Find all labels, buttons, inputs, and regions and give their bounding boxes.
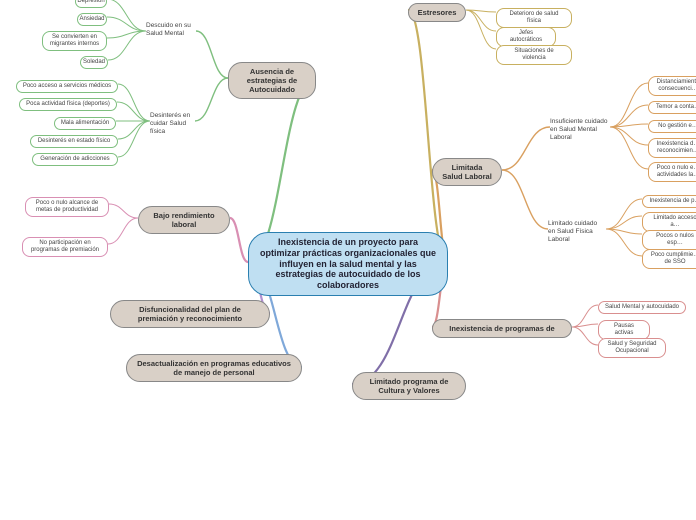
leaf-descuido-3: Soledad <box>80 56 108 69</box>
branch-estresores: Estresores <box>408 3 466 22</box>
leaf-insuf-3: Inexistencia d… reconocimien… <box>648 138 696 158</box>
branch-desact: Desactualización en programas educativos… <box>126 354 302 382</box>
sub-limfis: Limitado cuidado en Salud Física Laboral <box>548 220 606 243</box>
leaf-desinteres-0: Poco acceso a servicios médicos <box>16 80 118 93</box>
sub-desinteres: Desinterés en cuidar Salud física <box>150 112 195 135</box>
leaf-desinteres-4: Generación de adicciones <box>32 153 118 166</box>
leaf-descuido-0: Depresión <box>75 0 107 8</box>
leaf-insuf-0: Distanciamiento consecuenci… <box>648 76 696 96</box>
leaf-bajo-sub-0: Poco o nulo alcance de metas de producti… <box>25 197 109 217</box>
branch-disfunc: Disfuncionalidad del plan de premiación … <box>110 300 270 328</box>
leaf-descuido-2: Se convierten en migrantes internos <box>42 31 107 51</box>
leaf-bajo-sub-1: No participación en programas de premiac… <box>22 237 108 257</box>
leaf-est-sub-2: Situaciones de violencia <box>496 45 572 65</box>
leaf-desinteres-1: Poca actividad física (deportes) <box>19 98 117 111</box>
branch-inexprog: Inexistencia de programas de <box>432 319 572 338</box>
branch-limitada: Limitada Salud Laboral <box>432 158 502 186</box>
leaf-limfis-3: Poco cumplimie… de SSO <box>642 249 696 269</box>
leaf-limfis-0: Inexistencia de p… <box>642 195 696 208</box>
branch-limprog: Limitado programa de Cultura y Valores <box>352 372 466 400</box>
branch-bajo: Bajo rendimiento laboral <box>138 206 230 234</box>
leaf-descuido-1: Ansiedad <box>77 13 107 26</box>
leaf-inexprog-sub-2: Salud y Seguridad Ocupacional <box>598 338 666 358</box>
leaf-desinteres-3: Desinterés en estado físico <box>30 135 118 148</box>
leaf-insuf-2: No gestión e… <box>648 120 696 133</box>
leaf-insuf-4: Poco o nulo e… actividades la… <box>648 162 696 182</box>
center-node: Inexistencia de un proyecto para optimiz… <box>248 232 448 296</box>
leaf-insuf-1: Temor a conta… <box>648 101 696 114</box>
sub-insuf: Insuficiente cuidado en Salud Mental Lab… <box>550 118 610 141</box>
leaf-desinteres-2: Mala alimentación <box>54 117 116 130</box>
leaf-est-sub-0: Deterioro de salud física <box>496 8 572 28</box>
branch-ausencia: Ausencia de estrategias de Autocuidado <box>228 62 316 99</box>
leaf-limfis-2: Pocos o nulos esp… <box>642 230 696 250</box>
sub-descuido: Descuido en su Salud Mental <box>146 22 196 40</box>
leaf-inexprog-sub-0: Salud Mental y autocuidado <box>598 301 686 314</box>
